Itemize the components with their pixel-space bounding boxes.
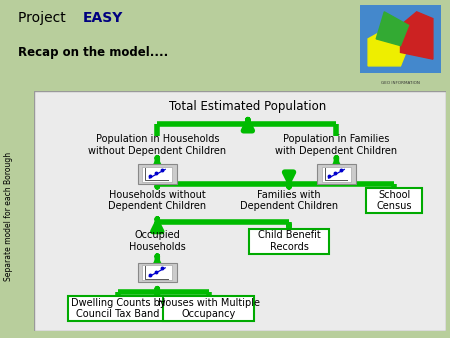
FancyBboxPatch shape [34,91,446,331]
FancyBboxPatch shape [163,296,254,321]
Text: Total Estimated Population: Total Estimated Population [169,100,327,113]
FancyBboxPatch shape [138,263,177,282]
Text: Project: Project [18,11,75,25]
Text: School
Census: School Census [376,190,412,211]
Text: EASY: EASY [83,11,124,25]
Text: Child Benefit
Records: Child Benefit Records [258,231,320,252]
FancyBboxPatch shape [143,265,172,280]
FancyBboxPatch shape [317,164,356,184]
FancyBboxPatch shape [249,228,329,254]
FancyBboxPatch shape [322,167,351,182]
FancyBboxPatch shape [143,167,172,182]
FancyBboxPatch shape [68,296,169,321]
Text: Population in Households
without Dependent Children: Population in Households without Depende… [88,135,226,156]
Text: Families with
Dependent Children: Families with Dependent Children [240,190,338,211]
Polygon shape [400,12,433,59]
Text: Recap on the model....: Recap on the model.... [18,46,168,58]
Text: Separate model for each Borough: Separate model for each Borough [4,152,13,281]
FancyBboxPatch shape [138,164,177,184]
FancyBboxPatch shape [366,188,422,213]
Text: Houses with Multiple
Occupancy: Houses with Multiple Occupancy [158,298,260,319]
Text: Population in Families
with Dependent Children: Population in Families with Dependent Ch… [275,135,397,156]
Polygon shape [368,25,409,66]
Text: Households without
Dependent Children: Households without Dependent Children [108,190,207,211]
Text: GEO INFORMATION: GEO INFORMATION [381,81,420,85]
Text: Occupied
Households: Occupied Households [129,231,186,252]
Polygon shape [376,12,409,46]
Text: Dwelling Counts by
Council Tax Band: Dwelling Counts by Council Tax Band [71,298,166,319]
